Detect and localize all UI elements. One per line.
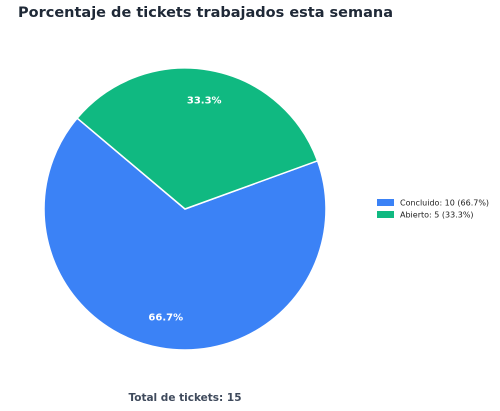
legend-swatch <box>377 199 394 206</box>
pie-slice <box>43 117 327 351</box>
legend-swatch <box>377 211 394 218</box>
legend-label: Concluido: 10 (66.7%) <box>400 199 489 208</box>
annotation: Total de tickets: 15 <box>128 392 241 404</box>
slice-label: 33.3% <box>187 96 222 107</box>
pie-slice <box>76 67 319 210</box>
slice-label: 66.7% <box>148 312 183 323</box>
legend-label: Abierto: 5 (33.3%) <box>400 211 474 220</box>
chart-title: Porcentaje de tickets trabajados esta se… <box>18 5 393 21</box>
